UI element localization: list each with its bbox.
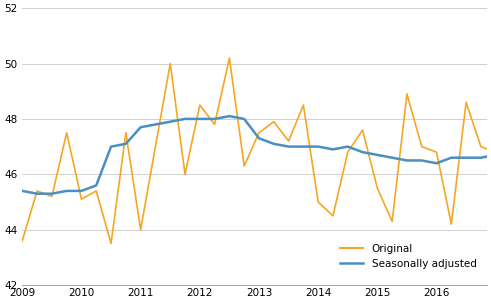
Legend: Original, Seasonally adjusted: Original, Seasonally adjusted <box>335 239 482 274</box>
